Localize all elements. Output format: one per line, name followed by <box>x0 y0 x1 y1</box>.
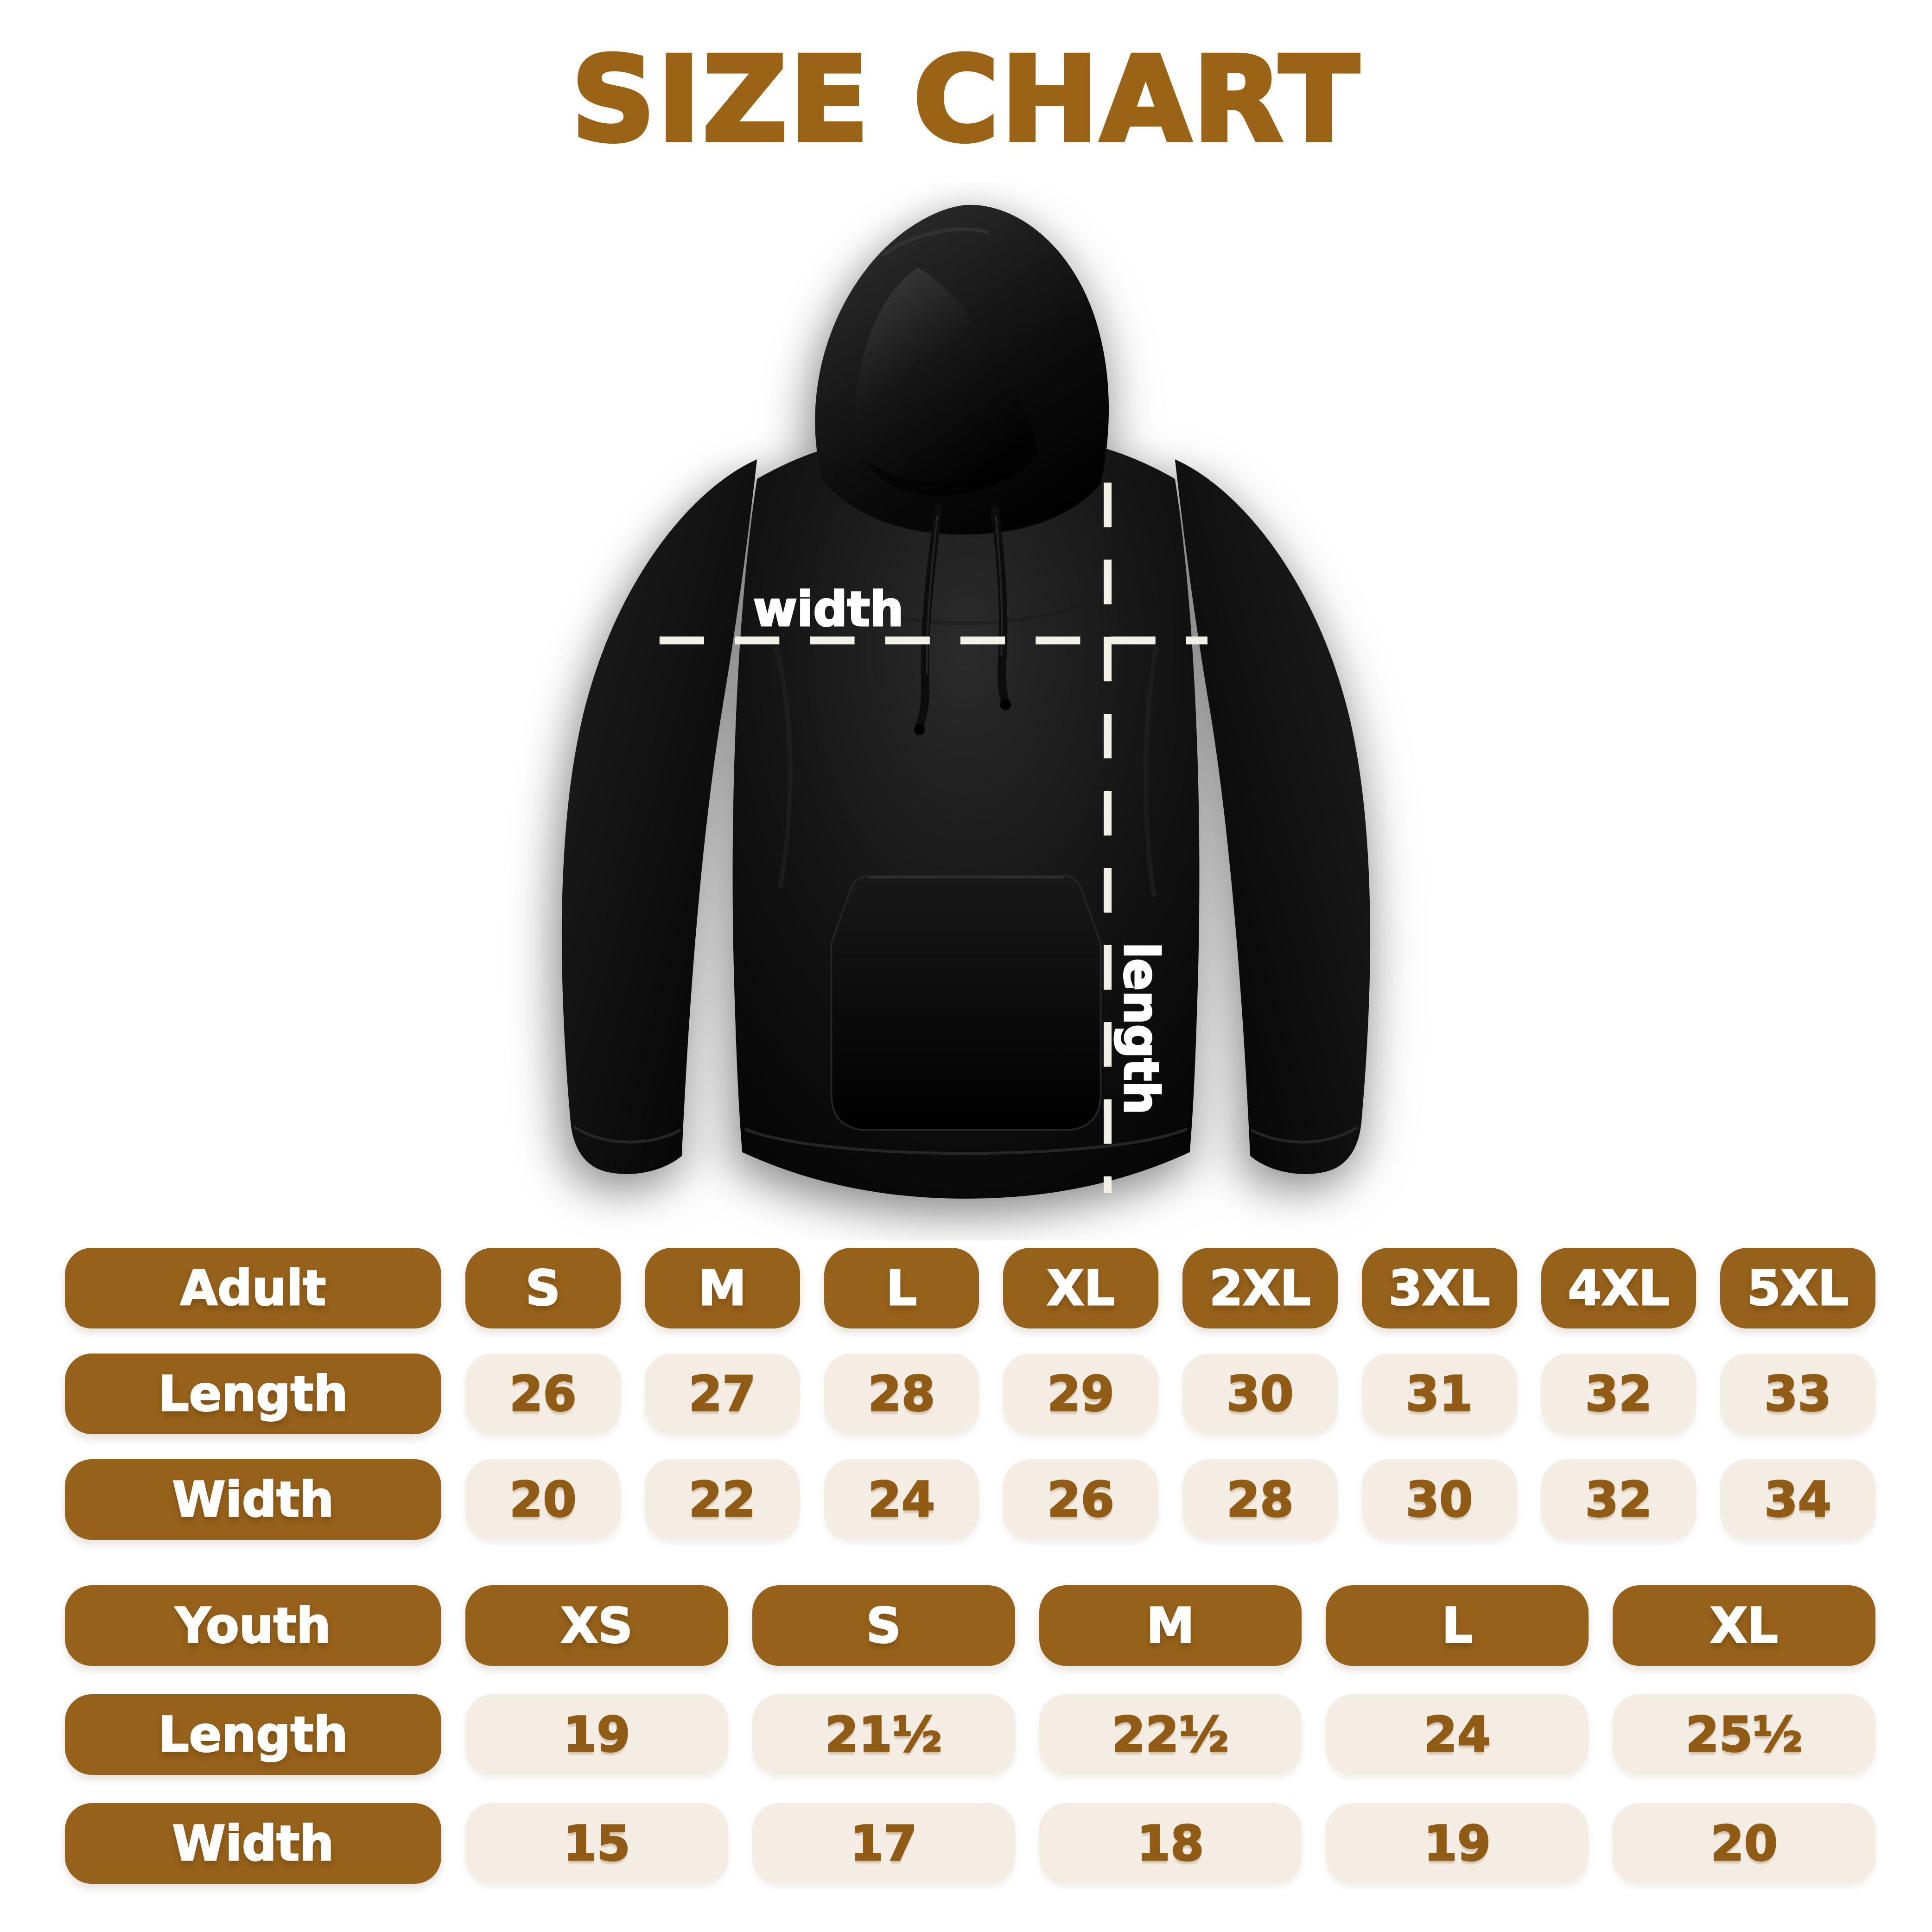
adult-size-header: 5XL <box>1720 1248 1875 1328</box>
row-label: Width <box>65 1803 441 1884</box>
value-cell: 30 <box>1361 1459 1517 1540</box>
adult-size-header: XL <box>1003 1248 1158 1328</box>
value-cell: 32 <box>1541 1354 1697 1434</box>
row-label: Length <box>65 1354 441 1434</box>
youth-table-title: Youth <box>65 1585 441 1666</box>
value-cell: 21½ <box>752 1694 1015 1775</box>
adult-header-row: Adult S M L XL 2XL 3XL 4XL 5XL <box>65 1248 1875 1328</box>
value-cell: 28 <box>824 1354 979 1434</box>
value-cell: 22 <box>644 1459 800 1540</box>
hood-inner-shadow <box>866 456 1036 496</box>
youth-size-header: XL <box>1613 1585 1875 1666</box>
adult-table-title: Adult <box>65 1248 441 1328</box>
adult-length-row: Length 26 27 28 29 30 31 32 33 <box>65 1354 1875 1434</box>
value-cell: 34 <box>1720 1459 1875 1540</box>
youth-width-row: Width 15 17 18 19 20 <box>65 1803 1875 1884</box>
value-cell: 32 <box>1541 1459 1697 1540</box>
value-cell: 19 <box>1326 1803 1589 1884</box>
wrinkle-line <box>1143 645 1159 897</box>
hem-seam <box>744 1127 1188 1155</box>
value-cell: 24 <box>1326 1694 1589 1775</box>
value-cell: 18 <box>1039 1803 1302 1884</box>
wrinkle-line <box>849 602 1083 625</box>
youth-length-row: Length 19 21½ 22½ 24 25½ <box>65 1694 1875 1775</box>
hood-lining <box>854 267 1038 486</box>
value-cell: 15 <box>465 1803 728 1884</box>
hoodie-illustration <box>562 204 1370 1199</box>
width-label: width <box>753 582 903 637</box>
value-cell: 22½ <box>1039 1694 1302 1775</box>
value-cell: 20 <box>1613 1803 1875 1884</box>
value-cell: 27 <box>644 1354 800 1434</box>
youth-size-header: XS <box>465 1585 728 1666</box>
measurement-overlay: width length <box>659 483 1208 1193</box>
adult-size-header: 2XL <box>1182 1248 1338 1328</box>
value-cell: 28 <box>1182 1459 1338 1540</box>
adult-size-header: L <box>824 1248 979 1328</box>
value-cell: 31 <box>1361 1354 1517 1434</box>
value-cell: 24 <box>824 1459 979 1540</box>
hoodie-measurement-diagram: width length <box>497 182 1435 1240</box>
value-cell: 29 <box>1003 1354 1158 1434</box>
row-label: Length <box>65 1694 441 1775</box>
adult-size-header: M <box>644 1248 800 1328</box>
page-title: SIZE CHART <box>569 32 1361 168</box>
left-cuff-seam <box>572 1125 682 1144</box>
wrinkle-line <box>773 645 793 888</box>
row-label: Width <box>65 1459 441 1540</box>
youth-size-header: M <box>1039 1585 1302 1666</box>
adult-size-header: 3XL <box>1361 1248 1517 1328</box>
value-cell: 33 <box>1720 1354 1875 1434</box>
value-cell: 20 <box>465 1459 621 1540</box>
length-label: length <box>1113 942 1169 1115</box>
right-drawstring-tip <box>1000 699 1011 710</box>
hoodie-left-sleeve <box>562 459 757 1174</box>
kangaroo-pocket <box>830 875 1102 1131</box>
hoodie-right-sleeve <box>1175 459 1370 1174</box>
value-cell: 17 <box>752 1803 1015 1884</box>
youth-size-header: S <box>752 1585 1015 1666</box>
left-drawstring-tip <box>914 724 925 736</box>
adult-size-header: 4XL <box>1541 1248 1697 1328</box>
youth-header-row: Youth XS S M L XL <box>65 1585 1875 1666</box>
value-cell: 26 <box>1003 1459 1158 1540</box>
value-cell: 19 <box>465 1694 728 1775</box>
value-cell: 25½ <box>1613 1694 1875 1775</box>
left-drawstring-highlight <box>926 516 938 674</box>
value-cell: 26 <box>465 1354 621 1434</box>
right-cuff-seam <box>1250 1125 1360 1144</box>
hood-fold-highlight <box>881 227 990 258</box>
adult-size-header: S <box>465 1248 621 1328</box>
youth-size-header: L <box>1326 1585 1589 1666</box>
value-cell: 30 <box>1182 1354 1338 1434</box>
adult-width-row: Width 20 22 24 26 28 30 32 34 <box>65 1459 1875 1540</box>
